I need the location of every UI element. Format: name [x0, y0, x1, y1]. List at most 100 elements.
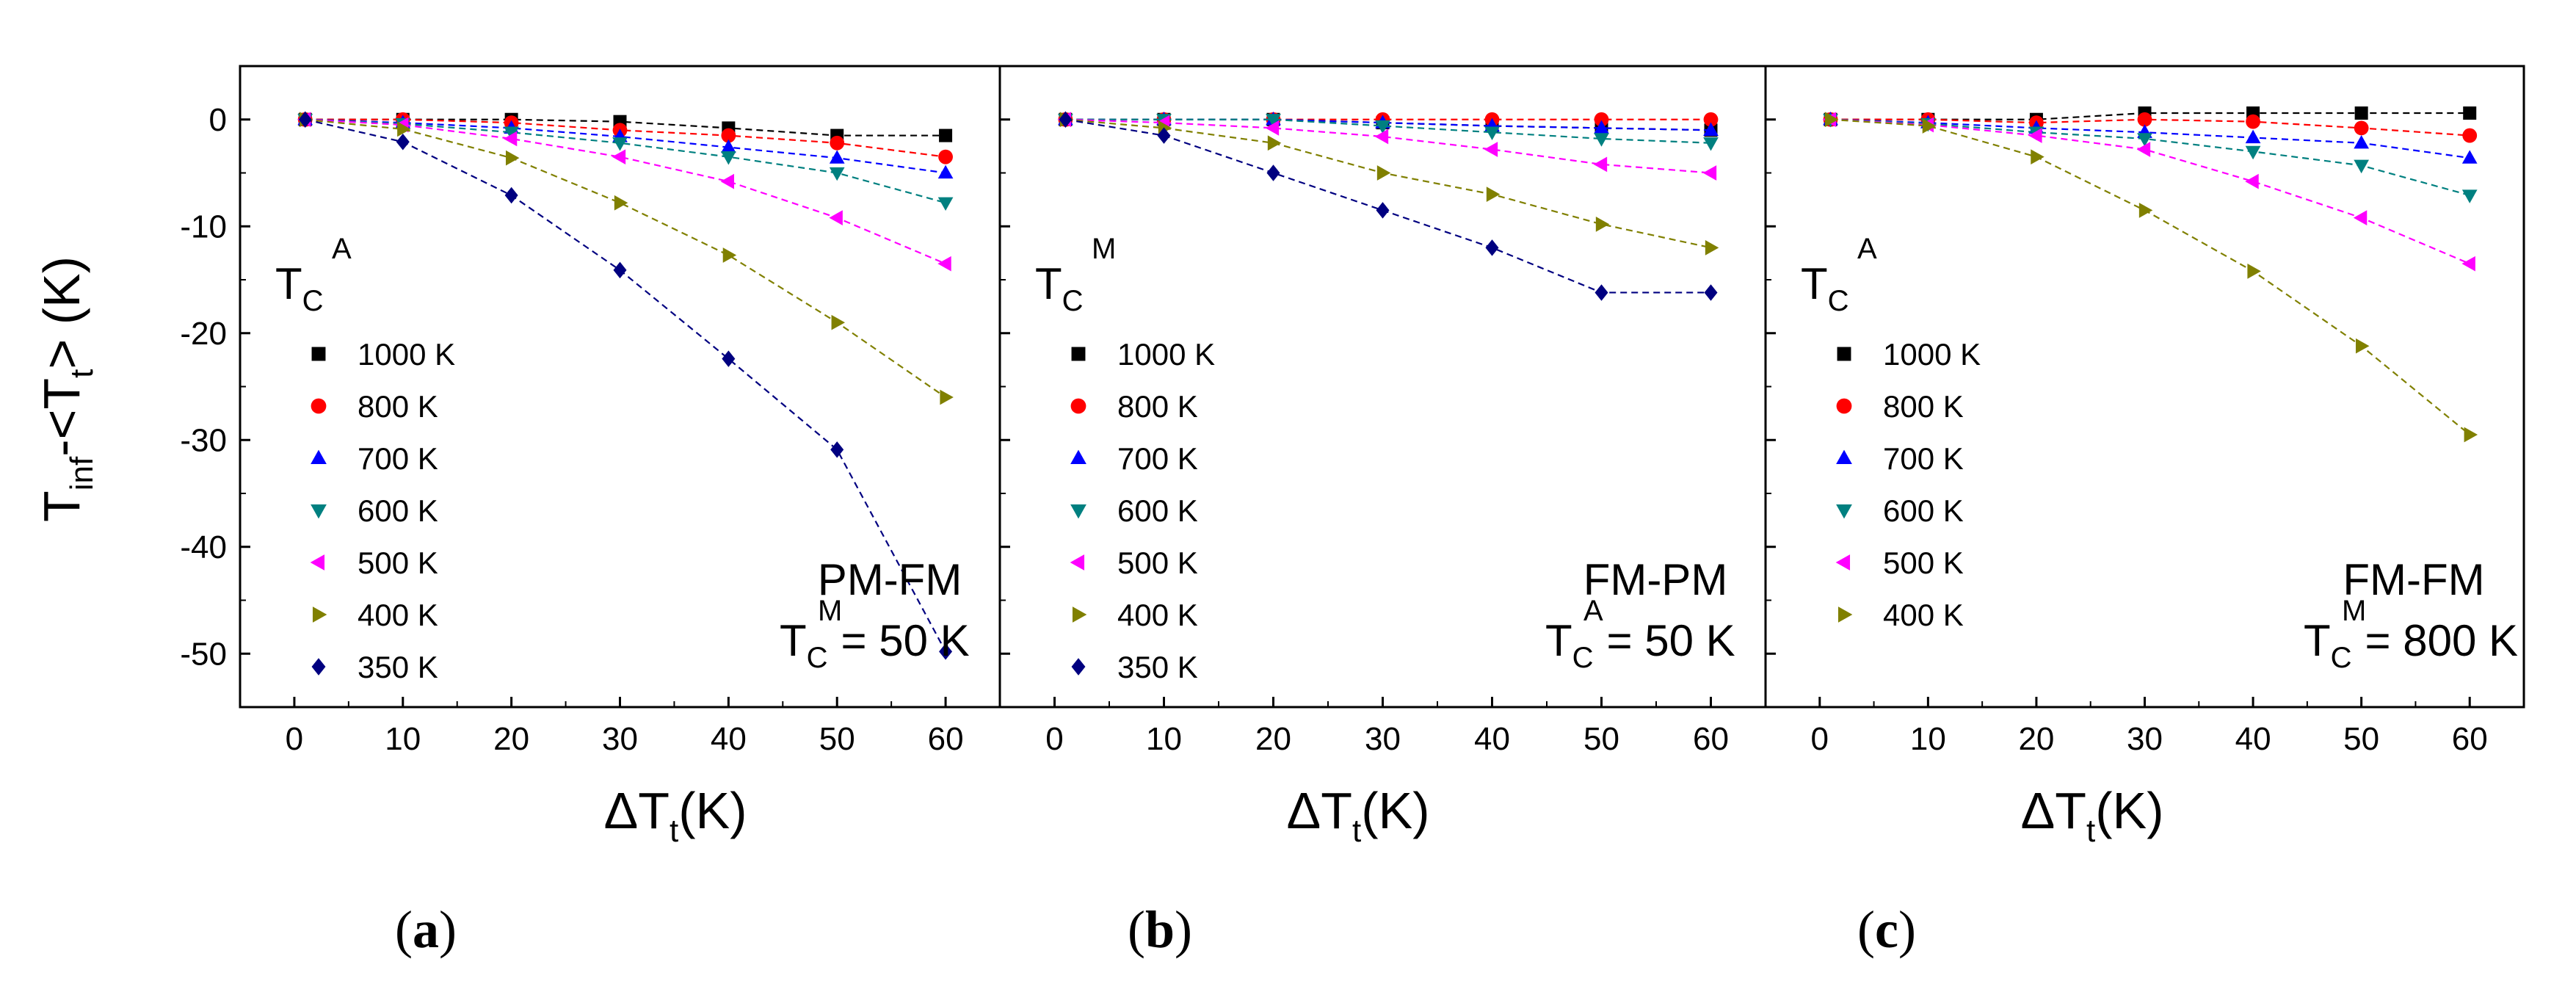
data-point [1486, 187, 1501, 202]
data-point [721, 128, 736, 143]
x-tick-label: 30 [2127, 721, 2163, 757]
legend-marker [1836, 449, 1852, 465]
panel-label-open: ( [1128, 900, 1145, 959]
data-point [2354, 106, 2368, 120]
data-point [1593, 156, 1608, 173]
legend-title-sup: A [332, 233, 352, 265]
data-point [939, 128, 953, 142]
data-point [1376, 202, 1390, 219]
x-axis-title: ΔTt(K) [2020, 782, 2163, 849]
annotation-tc: TC = 50 K [780, 616, 970, 674]
x-axis-title-main: ΔT [1286, 782, 1352, 839]
panel-label-close: ) [1898, 900, 1916, 959]
x-tick-label: 10 [1910, 721, 1946, 757]
data-point [2137, 133, 2152, 147]
series-400-k [1059, 112, 1719, 256]
data-point [612, 149, 626, 165]
data-point [1484, 126, 1500, 141]
x-axis-title-main: ΔT [2020, 782, 2086, 839]
x-axis-title: ΔTt(K) [603, 782, 747, 849]
legend-title-sup: M [1092, 233, 1116, 265]
annotation-tc-rest: = 50 K [841, 616, 970, 665]
data-point [937, 164, 954, 179]
legend-marker [1070, 554, 1085, 571]
data-point [1594, 112, 1609, 127]
legend-label: 600 K [1117, 493, 1198, 528]
data-point [2461, 256, 2475, 272]
legend-marker [311, 504, 327, 519]
data-point [2354, 134, 2369, 149]
x-tick-label: 0 [1045, 721, 1063, 757]
data-point [1157, 127, 1171, 144]
legend-marker [1071, 658, 1086, 676]
x-tick-label: 50 [2343, 721, 2379, 757]
data-point [829, 150, 845, 164]
data-point [1485, 239, 1499, 256]
data-point [1703, 122, 1719, 136]
legend-marker [1836, 398, 1852, 414]
legend-label: 400 K [358, 598, 438, 632]
legend-title-sub: C [1828, 285, 1849, 317]
y-axis-title-sub2: t [64, 369, 100, 378]
x-tick-label: 40 [2235, 721, 2271, 757]
data-point [2461, 150, 2478, 164]
data-point [1704, 284, 1718, 301]
legend-label: 400 K [1883, 598, 1964, 632]
data-point [940, 389, 954, 405]
data-point [722, 350, 736, 367]
legend-marker [1070, 449, 1086, 465]
x-tick-label: 40 [1474, 721, 1510, 757]
legend-marker [1070, 504, 1086, 519]
legend-marker [311, 347, 326, 361]
y-tick-label: -50 [180, 636, 227, 672]
x-tick-label: 40 [711, 721, 747, 757]
legend-label: 700 K [1117, 441, 1198, 476]
data-point [829, 210, 843, 225]
series-350-k [1059, 111, 1718, 301]
legend-marker [1072, 606, 1087, 623]
x-axis-title-sub: t [2086, 813, 2095, 849]
x-axis-title-sub: t [670, 813, 678, 849]
data-point [1484, 142, 1498, 157]
x-axis-title-end: (K) [678, 782, 747, 839]
annotation-mode: FM-FM [2343, 555, 2484, 604]
legend-label: 800 K [358, 389, 438, 424]
data-point [1267, 135, 1282, 151]
panel-label-close: ) [439, 900, 457, 959]
annotation-tc: TC = 800 K [2304, 616, 2518, 674]
series-400-k [1824, 112, 2478, 443]
plot-frame [239, 65, 1001, 709]
legend-label: 400 K [1117, 598, 1198, 632]
annotation-tc-rest: = 800 K [2365, 616, 2519, 665]
x-tick-label: 10 [1146, 721, 1182, 757]
legend-marker [310, 554, 325, 571]
data-point [2137, 112, 2152, 127]
legend-label: 1000 K [1117, 337, 1215, 372]
data-point [2138, 203, 2153, 218]
panel-label-close: ) [1175, 900, 1192, 959]
y-axis-title-end: > (K) [33, 256, 90, 369]
annotation-tc-main: T [2304, 616, 2331, 665]
data-point [1595, 216, 1610, 232]
data-point [2246, 114, 2260, 129]
series-line [1065, 118, 1711, 294]
data-point [503, 131, 518, 147]
legend-label: 1000 K [358, 337, 455, 372]
legend-marker [1837, 606, 1853, 623]
data-point [2462, 128, 2478, 143]
legend-marker [1070, 398, 1086, 414]
data-point [2355, 338, 2370, 354]
legend-title-sub: C [302, 285, 324, 317]
data-point [1594, 284, 1608, 301]
plot-frame [998, 65, 1767, 709]
panel-label: (b) [1128, 900, 1192, 959]
data-point [831, 314, 846, 330]
panel-label-letter: a [413, 900, 439, 959]
panel-label-letter: b [1145, 900, 1175, 959]
legend-title-sup: A [1857, 233, 1877, 265]
data-point [505, 150, 520, 166]
x-tick-label: 60 [928, 721, 964, 757]
